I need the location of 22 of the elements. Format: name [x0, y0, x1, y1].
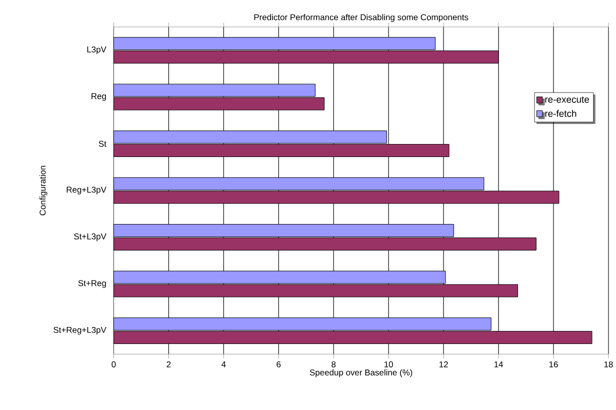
legend-label: re-fetch: [545, 110, 576, 117]
x-tick-label: 8: [332, 361, 336, 368]
x-tick-label: 0: [112, 361, 116, 368]
x-tick-label: 4: [221, 361, 226, 368]
y-tick-label: St+Reg+L3pV: [54, 326, 106, 335]
y-tick-label: Reg+L3pV: [66, 186, 106, 194]
y-tick-label: St+L3pV: [74, 233, 106, 242]
x-tick-label: 18: [604, 361, 613, 368]
y-tick-label: St: [98, 140, 106, 147]
x-tick-label: 12: [439, 361, 448, 368]
x-tick-label: 10: [384, 361, 393, 368]
y-tick-label: L3pV: [87, 46, 106, 54]
legend-label: re-execute: [545, 96, 590, 103]
y-tick-label: Reg: [92, 93, 106, 101]
y-tick-label: St+Reg: [78, 280, 106, 288]
x-axis-title: Speedup over Baseline (%): [310, 369, 412, 378]
x-tick-label: 16: [549, 361, 558, 368]
x-tick-label: 2: [166, 361, 171, 368]
chart-title: Predictor Performance after Disabling some Components: [254, 14, 468, 22]
x-tick-label: 6: [276, 361, 281, 368]
x-tick-label: 14: [494, 361, 503, 368]
y-axis-title: Configuration: [39, 166, 48, 216]
